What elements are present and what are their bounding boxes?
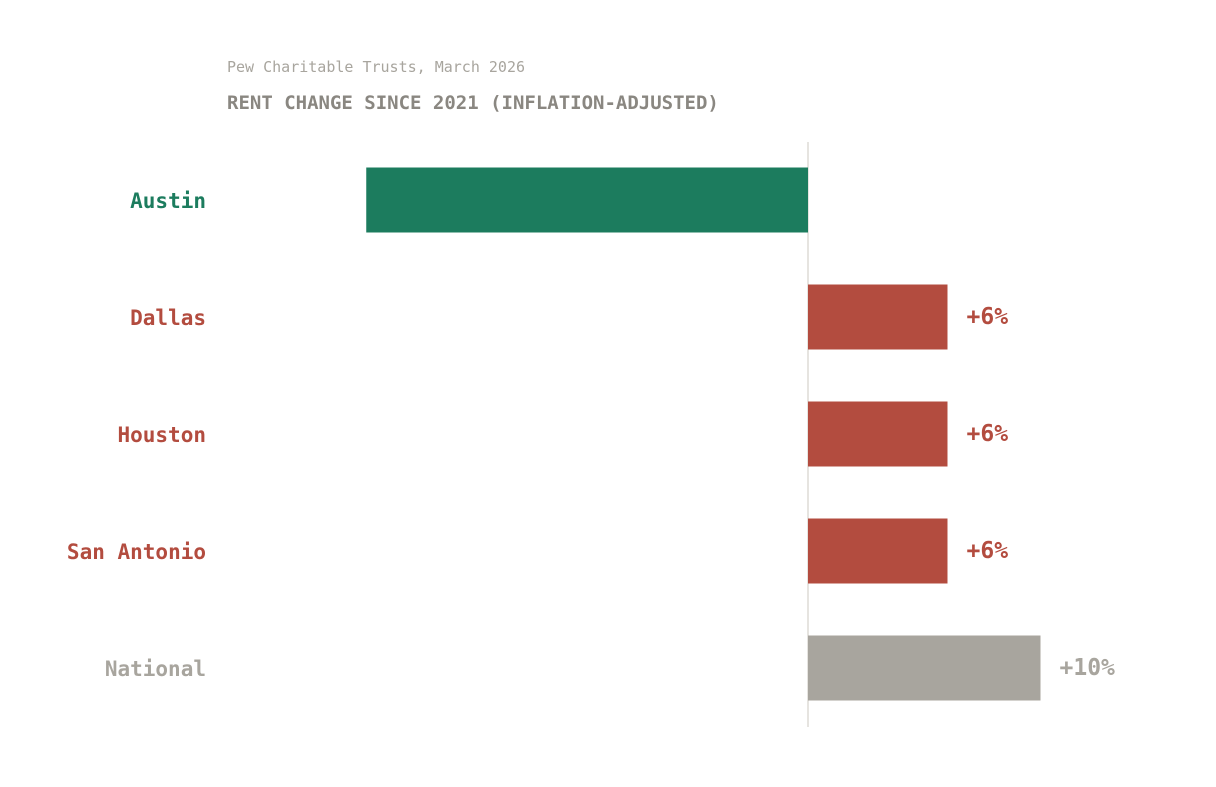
chart-title: RENT CHANGE SINCE 2021 (INFLATION-ADJUST… [227,92,719,114]
bar-austin [366,167,808,233]
bar-dallas [808,284,948,350]
bar-national [808,635,1041,701]
value-label-san-antonio: +6% [967,538,1009,564]
chart-source: Pew Charitable Trusts, March 2026 [227,58,526,76]
bar-san-antonio [808,518,948,584]
category-label-dallas: Dallas [130,306,206,330]
bar-houston [808,401,948,467]
value-label-houston: +6% [967,421,1009,447]
category-label-austin: Austin [130,189,206,213]
value-label-national: +10% [1060,655,1116,681]
category-label-national: National [105,657,206,681]
category-label-san-antonio: San Antonio [67,540,206,564]
category-label-houston: Houston [117,423,206,447]
value-label-dallas: +6% [967,304,1009,330]
